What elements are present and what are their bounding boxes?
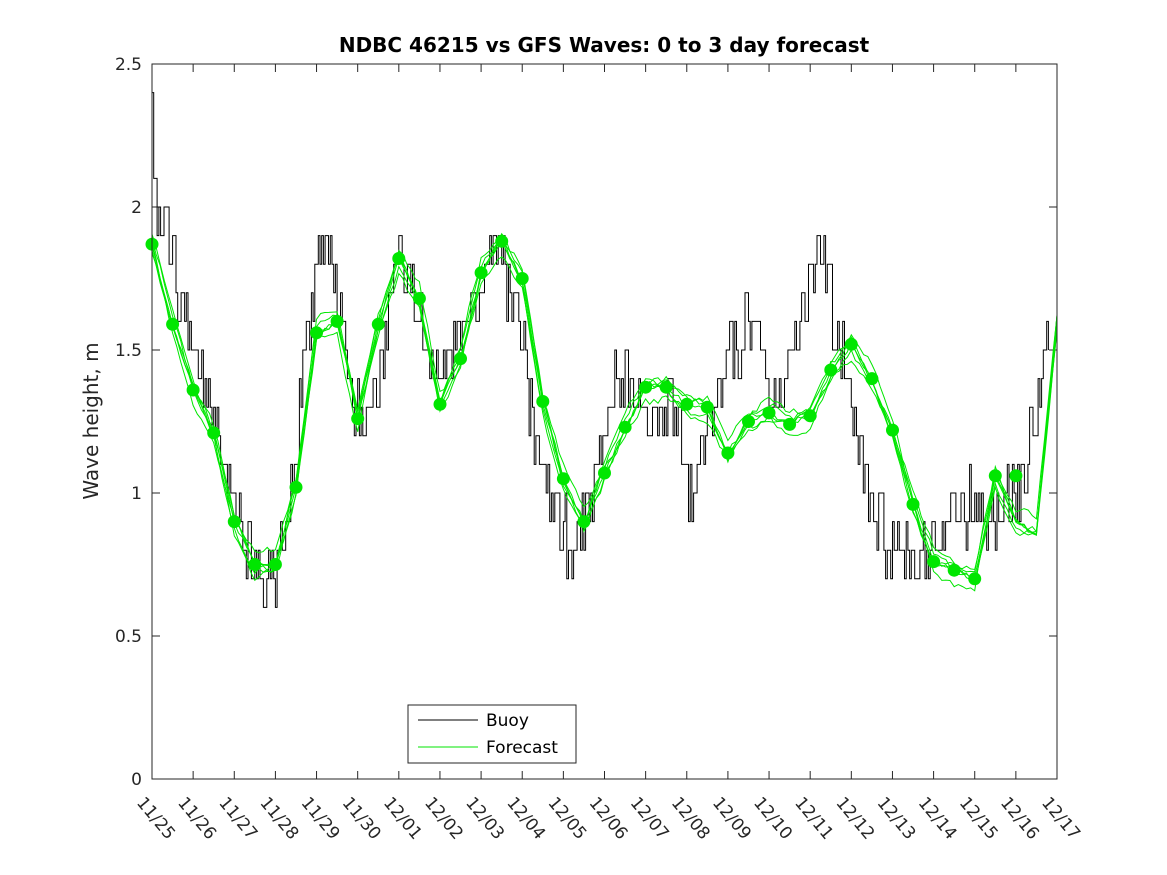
forecast-marker — [227, 515, 241, 529]
forecast-marker — [1009, 469, 1023, 483]
forecast-marker — [556, 472, 570, 486]
forecast-marker — [371, 317, 385, 331]
chart-title: NDBC 46215 vs GFS Waves: 0 to 3 day fore… — [339, 33, 870, 57]
forecast-marker — [700, 400, 714, 414]
forecast-marker — [742, 415, 755, 428]
forecast-marker — [947, 563, 961, 577]
forecast-marker — [330, 314, 344, 328]
legend: Buoy Forecast — [407, 704, 577, 764]
y-tick-label: 2.5 — [115, 55, 142, 75]
forecast-line — [151, 243, 1058, 592]
legend-forecast-label: Forecast — [486, 738, 558, 758]
y-tick-label: 0.5 — [115, 627, 142, 647]
forecast-marker — [783, 417, 797, 431]
legend-box — [407, 704, 577, 764]
axes-box — [151, 63, 1058, 780]
forecast-marker — [433, 397, 447, 411]
forecast-marker — [968, 572, 982, 586]
forecast-marker — [865, 372, 879, 386]
forecast-marker — [495, 234, 509, 248]
forecast-marker — [412, 292, 426, 305]
plot-area — [152, 64, 1057, 779]
forecast-marker — [474, 266, 488, 280]
forecast-marker — [310, 326, 323, 340]
axes-background — [152, 64, 1057, 779]
forecast-marker — [454, 352, 467, 366]
forecast-marker — [207, 426, 221, 440]
forecast-marker — [906, 497, 920, 511]
y-axis: 0 0.5 1 1.5 2 2.5 — [115, 55, 1057, 790]
y-axis-label: Wave height, m — [79, 342, 103, 499]
forecast-marker — [988, 469, 1002, 483]
forecast-marker — [351, 412, 365, 426]
forecast-marker — [762, 406, 776, 420]
forecast-marker — [659, 380, 673, 394]
legend-buoy-label: Buoy — [486, 711, 529, 731]
forecast-marker — [289, 480, 303, 494]
y-tick-label: 2 — [131, 198, 142, 218]
y-tick-label: 1 — [131, 484, 142, 504]
forecast-marker — [639, 380, 653, 394]
forecast-marker — [577, 515, 591, 529]
forecast-marker — [680, 397, 694, 411]
forecast-marker — [248, 558, 262, 571]
forecast-marker — [721, 446, 735, 460]
forecast-marker — [536, 395, 550, 408]
forecast-marker — [927, 555, 941, 569]
forecast-marker — [886, 423, 899, 437]
y-tick-label: 1.5 — [115, 341, 142, 361]
forecast-marker — [268, 558, 282, 571]
forecast-marker — [844, 337, 858, 351]
forecast-marker — [515, 272, 529, 285]
forecast-line — [151, 233, 1058, 585]
forecast-marker — [824, 363, 838, 377]
forecast-marker — [166, 317, 180, 331]
forecast-marker — [186, 383, 200, 397]
forecast-markers — [145, 234, 1023, 586]
forecast-marker — [392, 252, 406, 265]
forecast-marker — [598, 466, 611, 480]
forecast-marker — [803, 409, 817, 423]
forecast-marker — [618, 420, 632, 434]
y-tick-label: 0 — [131, 770, 142, 790]
